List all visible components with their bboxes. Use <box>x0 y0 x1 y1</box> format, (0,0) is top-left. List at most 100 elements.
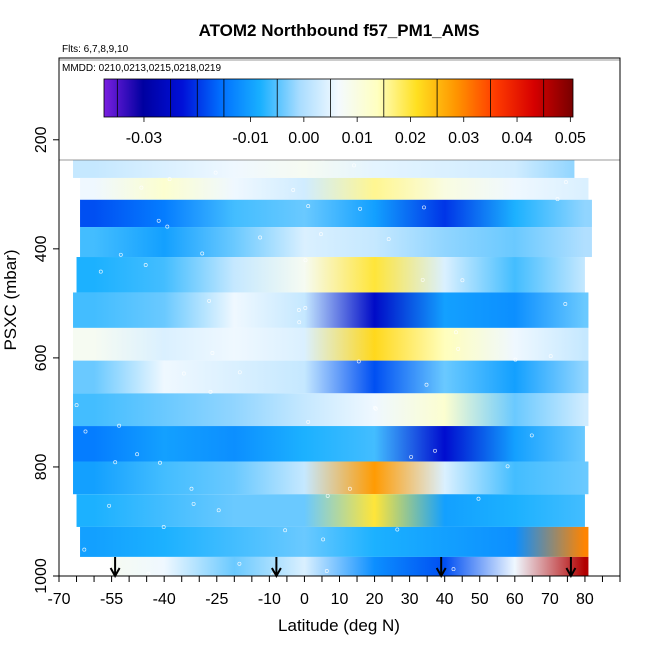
sample-marker <box>454 330 458 335</box>
sample-marker <box>563 180 568 185</box>
sample-marker <box>325 493 330 498</box>
down-arrow-icon <box>435 557 447 579</box>
sample-marker <box>358 206 363 211</box>
colorbar-tick-label: 0.00 <box>288 130 319 147</box>
heatmap-layer-band <box>73 360 589 394</box>
sample-marker <box>191 501 196 506</box>
x-tick-label: 40 <box>436 591 454 608</box>
sample-marker <box>296 308 301 312</box>
y-tick-label: 600 <box>33 344 50 371</box>
sample-marker <box>513 357 518 362</box>
x-tick-label: -55 <box>100 591 123 608</box>
sample-marker <box>165 224 170 229</box>
colorbar-tick-label: 0.05 <box>555 130 586 147</box>
sample-marker <box>555 197 560 202</box>
sample-marker <box>156 218 161 223</box>
heatmap-layer-band <box>76 494 585 527</box>
sample-marker <box>210 351 215 355</box>
sample-marker <box>460 278 465 283</box>
x-tick-label: 30 <box>401 591 419 608</box>
sample-marker <box>83 429 88 434</box>
y-tick-label: 1000 <box>33 558 50 594</box>
flights-label: Flts: 6,7,8,9,10 <box>62 44 129 55</box>
x-tick-label: -70 <box>47 591 70 608</box>
transect-arrows <box>109 557 577 579</box>
sample-marker <box>476 496 481 501</box>
arrow-head <box>565 567 577 579</box>
sample-marker <box>324 569 329 573</box>
sample-marker <box>237 370 242 375</box>
sample-marker <box>386 237 391 242</box>
sample-marker <box>505 464 510 469</box>
x-tick-label: 60 <box>506 591 524 608</box>
sample-marker <box>158 460 162 465</box>
sample-marker <box>395 527 400 532</box>
sample-marker <box>181 371 186 376</box>
colorbar-tick-label: 0.01 <box>342 130 373 147</box>
sample-marker <box>107 503 112 508</box>
sample-marker <box>82 547 87 552</box>
sample-marker <box>291 188 296 192</box>
heatmap-layer-band <box>111 556 589 576</box>
sample-marker <box>352 163 356 168</box>
sample-marker <box>189 486 194 491</box>
sample-marker <box>529 433 534 438</box>
y-tick-label: 200 <box>33 126 50 153</box>
heatmap-layer-band <box>80 526 589 557</box>
x-axis-label: Latitude (deg N) <box>278 616 400 635</box>
sample-marker <box>208 389 213 394</box>
sample-marker <box>135 452 140 457</box>
y-tick-label: 800 <box>33 454 50 481</box>
heatmap-layer-band <box>73 327 589 361</box>
arrow-head <box>435 567 447 579</box>
sample-marker <box>319 232 323 237</box>
colorbar-gradient <box>103 78 574 118</box>
colorbar-tick-label: -0.01 <box>232 130 269 147</box>
x-tick-label: 20 <box>366 591 384 608</box>
sample-marker <box>424 382 429 387</box>
x-tick-label: 50 <box>471 591 489 608</box>
sample-marker <box>118 252 123 257</box>
sample-marker <box>347 486 352 491</box>
sample-marker <box>283 528 288 533</box>
sample-marker <box>167 177 172 182</box>
sample-marker <box>297 320 302 325</box>
sample-marker <box>237 561 242 566</box>
sample-marker <box>303 258 308 263</box>
down-arrow-icon <box>109 557 121 579</box>
heatmap-layer-band <box>80 227 592 258</box>
down-arrow-icon <box>565 557 577 579</box>
sample-marker <box>98 269 103 274</box>
sample-marker <box>113 460 118 465</box>
x-tick-label: -10 <box>258 591 281 608</box>
heatmap-layer-band <box>73 292 589 328</box>
x-tick-label: 80 <box>576 591 594 608</box>
arrow-head <box>271 567 282 579</box>
heatmap-layer-band <box>73 426 585 462</box>
x-tick-label: 0 <box>300 591 309 608</box>
sample-marker <box>213 170 218 175</box>
sample-marker <box>146 571 151 576</box>
sample-marker <box>356 359 361 364</box>
heatmap-layer-band <box>80 177 589 200</box>
sample-marker <box>74 403 79 408</box>
heatmap-layer-band <box>76 257 585 293</box>
colorbar-tick-label: 0.02 <box>395 130 426 147</box>
heatmap-layer-band <box>73 393 589 427</box>
sample-marker <box>420 277 425 282</box>
heatmap-layer-band <box>80 199 592 228</box>
sample-marker <box>143 263 148 267</box>
sample-marker <box>207 298 212 303</box>
sample-marker <box>139 185 144 190</box>
sample-marker <box>200 251 205 256</box>
y-tick-label: 400 <box>33 235 50 262</box>
dates-label: MMDD: 0210,0213,0215,0218,0219 <box>62 63 221 74</box>
sample-marker <box>161 525 166 529</box>
sample-marker <box>303 306 308 310</box>
sample-marker <box>563 302 568 306</box>
sample-marker <box>372 405 377 410</box>
sample-marker <box>451 567 456 572</box>
heatmap-cells <box>73 126 592 576</box>
sample-marker <box>373 406 378 411</box>
